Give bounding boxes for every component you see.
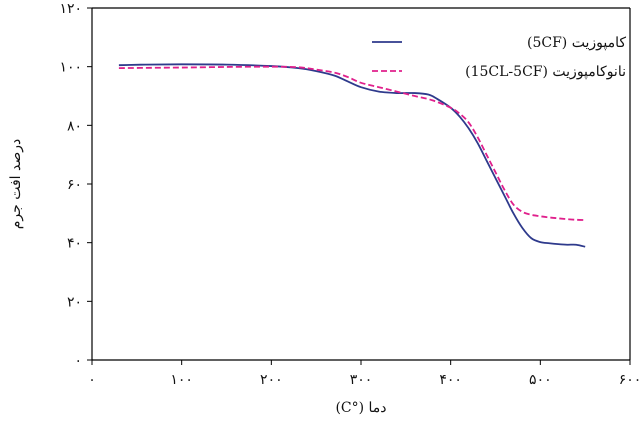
x-axis-title: دما (°C)	[335, 400, 386, 416]
x-axis-ticks: ۰ ۱۰۰ ۲۰۰ ۳۰۰ ۴۰۰ ۵۰۰ ۶۰۰	[88, 360, 639, 388]
legend-label-1: کامپوزیت (5CF)	[527, 35, 626, 51]
series-layer	[118, 63, 586, 248]
x-tick-label: ۱۰۰	[170, 372, 193, 388]
y-tick-label: ۶۰	[67, 177, 82, 193]
y-tick-label: ۸۰	[67, 118, 82, 134]
y-tick-label: ۲۰	[67, 294, 82, 310]
plot-frame	[91, 7, 631, 361]
x-tick-label: ۵۰۰	[529, 372, 552, 388]
x-tick-label: ۰	[88, 372, 96, 388]
y-tick-label: ۴۰	[67, 236, 82, 252]
x-tick-label: ۶۰۰	[619, 372, 639, 388]
y-tick-label: ۱۲۰	[59, 1, 82, 17]
x-tick-label: ۴۰۰	[439, 372, 462, 388]
legend-label-2: نانوکامپوزیت (15CL-5CF)	[465, 64, 626, 80]
legend: کامپوزیت (5CF) نانوکامپوزیت (15CL-5CF)	[372, 35, 626, 80]
series-line-2	[118, 65, 586, 221]
y-axis-title: درصد افت جرم	[8, 139, 24, 230]
x-tick-label: ۳۰۰	[350, 372, 373, 388]
y-axis-ticks: ۰ ۲۰ ۴۰ ۶۰ ۸۰ ۱۰۰ ۱۲۰	[59, 1, 92, 369]
series-line-1	[118, 63, 586, 248]
y-tick-label: ۰	[74, 353, 82, 369]
y-tick-label: ۱۰۰	[59, 60, 82, 76]
x-tick-label: ۲۰۰	[260, 372, 283, 388]
